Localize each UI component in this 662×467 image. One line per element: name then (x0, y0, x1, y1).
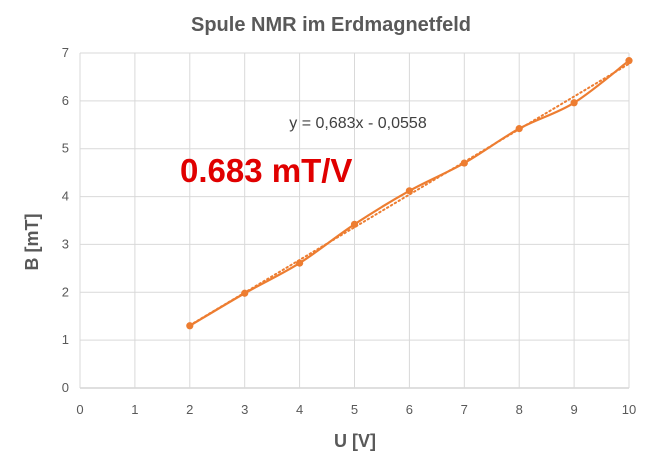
x-tick-label: 8 (516, 402, 523, 417)
y-tick-label: 3 (62, 236, 69, 251)
y-tick-label: 2 (62, 284, 69, 299)
x-tick-label: 3 (241, 402, 248, 417)
x-axis-title: U [V] (334, 431, 376, 451)
y-tick-label: 7 (62, 45, 69, 60)
x-tick-label: 9 (570, 402, 577, 417)
x-tick-label: 10 (622, 402, 636, 417)
y-tick-label: 0 (62, 380, 69, 395)
y-tick-label: 1 (62, 332, 69, 347)
data-point (625, 57, 633, 65)
chart-title: Spule NMR im Erdmagnetfeld (191, 14, 471, 36)
series-layer (186, 57, 633, 330)
data-point (350, 220, 359, 228)
data-point (241, 289, 249, 297)
data-point (186, 322, 194, 330)
x-tick-labels: 0 1 2 3 4 5 6 7 8 9 10 (76, 402, 636, 417)
x-tick-label: 2 (186, 402, 193, 417)
data-point (405, 187, 413, 195)
data-point (515, 125, 523, 133)
trendline-equation: y = 0,683x - 0,0558 (289, 115, 427, 132)
x-tick-label: 5 (351, 402, 358, 417)
trendline-layer (188, 62, 630, 327)
data-point (296, 259, 304, 267)
y-tick-label: 5 (62, 141, 69, 156)
grid-lines (79, 52, 630, 389)
x-tick-label: 4 (296, 402, 303, 417)
x-tick-label: 1 (131, 402, 138, 417)
y-axis-title: B [mT] (22, 214, 42, 271)
y-tick-labels: 0 1 2 3 4 5 6 7 (62, 45, 69, 395)
x-tick-label: 6 (406, 402, 413, 417)
x-tick-label: 7 (461, 402, 468, 417)
x-tick-label: 0 (76, 402, 83, 417)
slope-annotation: 0.683 mT/V (180, 152, 352, 189)
data-point (570, 99, 578, 107)
data-point (460, 159, 468, 167)
trendline (188, 62, 630, 327)
y-tick-label: 4 (62, 189, 69, 204)
y-tick-label: 6 (62, 93, 69, 108)
